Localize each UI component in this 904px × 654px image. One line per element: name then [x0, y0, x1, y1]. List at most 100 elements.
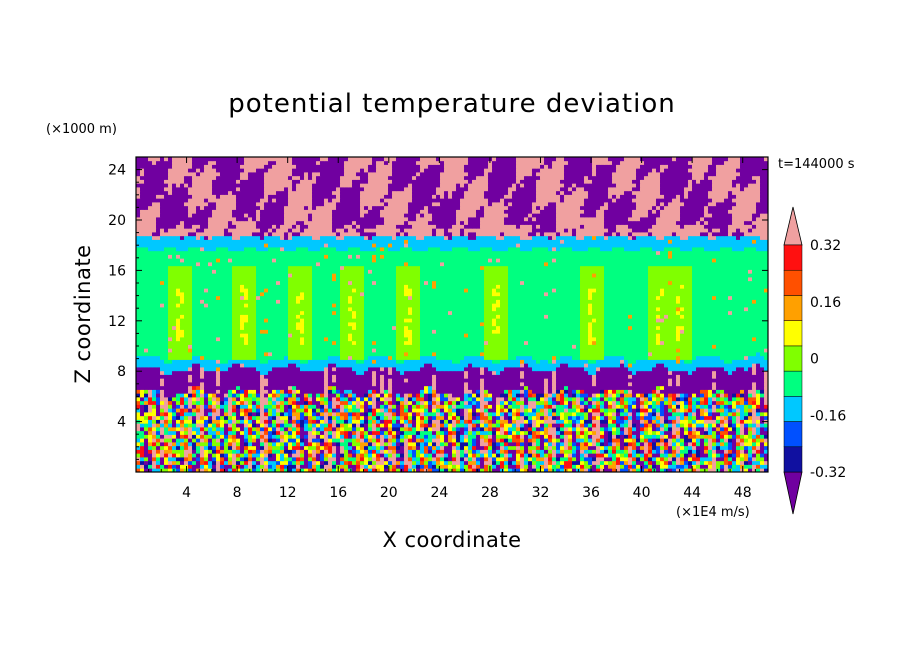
heatmap-cell	[264, 382, 269, 387]
heatmap-cell	[200, 367, 205, 372]
heatmap-cell	[508, 415, 513, 420]
heatmap-cell	[584, 445, 589, 450]
heatmap-cell	[276, 359, 281, 364]
heatmap-cell	[548, 434, 553, 439]
heatmap-cell	[468, 423, 473, 428]
heatmap-cell	[500, 404, 505, 409]
heatmap-cell	[348, 460, 353, 465]
heatmap-cell	[512, 374, 517, 379]
heatmap-cell	[368, 442, 373, 447]
heatmap-cell	[208, 430, 213, 435]
heatmap-cell	[320, 352, 325, 357]
heatmap-cell	[288, 352, 293, 357]
heatmap-cell	[372, 434, 377, 439]
heatmap-cell	[648, 367, 653, 372]
heatmap-cell	[368, 363, 373, 368]
heatmap-cell	[544, 359, 549, 364]
heatmap-cell	[528, 378, 533, 383]
heatmap-cell	[164, 374, 169, 379]
heatmap-cell	[208, 393, 213, 398]
heatmap-cell	[248, 382, 253, 387]
heatmap-cell	[424, 449, 429, 454]
heatmap-cell	[728, 355, 733, 360]
heatmap-cell	[612, 367, 617, 372]
heatmap-cell	[564, 442, 569, 447]
heatmap-cell	[524, 468, 529, 473]
heatmap-cell	[612, 400, 617, 405]
heatmap-cell	[600, 423, 605, 428]
heatmap-cell	[204, 423, 209, 428]
heatmap-cell	[720, 468, 725, 473]
heatmap-cell	[588, 404, 593, 409]
heatmap-cell	[136, 453, 141, 458]
heatmap-cell	[204, 412, 209, 417]
heatmap-cell	[484, 404, 489, 409]
heatmap-cell	[568, 419, 573, 424]
heatmap-cell	[548, 430, 553, 435]
heatmap-cell	[540, 385, 545, 390]
heatmap-cell	[548, 355, 553, 360]
heatmap-cell	[672, 442, 677, 447]
heatmap-cell	[632, 468, 637, 473]
heatmap-cell	[652, 389, 657, 394]
heatmap-cell	[468, 457, 473, 462]
heatmap-cell	[280, 363, 285, 368]
heatmap-cell	[300, 408, 305, 413]
heatmap-cell	[720, 359, 725, 364]
heatmap-cell	[456, 468, 461, 473]
heatmap-cell	[364, 378, 369, 383]
heatmap-cell	[508, 397, 513, 402]
heatmap-cell	[256, 445, 261, 450]
heatmap-cell	[760, 445, 765, 450]
heatmap-cell	[300, 393, 305, 398]
heatmap-cell	[668, 453, 673, 458]
heatmap-cell	[348, 415, 353, 420]
heatmap-cell	[144, 460, 149, 465]
heatmap-cell	[756, 445, 761, 450]
heatmap-cell	[692, 427, 697, 432]
heatmap-cell	[264, 430, 269, 435]
heatmap-cell	[660, 438, 665, 443]
heatmap-cell	[228, 400, 233, 405]
heatmap-cell	[468, 449, 473, 454]
heatmap-cell	[512, 363, 517, 368]
heatmap-cell	[664, 382, 669, 387]
heatmap-cell	[248, 434, 253, 439]
heatmap-cell	[668, 389, 673, 394]
heatmap-cell	[280, 438, 285, 443]
heatmap-cell	[344, 464, 349, 469]
heatmap-cell	[168, 385, 173, 390]
heatmap-cell	[272, 355, 277, 360]
heatmap-cell	[588, 389, 593, 394]
heatmap-cell	[220, 415, 225, 420]
heatmap-cell	[480, 374, 485, 379]
heatmap-cell	[156, 367, 161, 372]
heatmap-cell	[308, 352, 313, 357]
heatmap-cell	[444, 400, 449, 405]
heatmap-cell	[496, 442, 501, 447]
heatmap-cell	[344, 412, 349, 417]
heatmap-cell	[140, 359, 145, 364]
heatmap-cell	[544, 445, 549, 450]
heatmap-cell	[308, 393, 313, 398]
heatmap-cell	[564, 408, 569, 413]
heatmap-cell	[628, 427, 633, 432]
heatmap-cell	[344, 434, 349, 439]
heatmap-cell	[760, 468, 765, 473]
heatmap-cell	[736, 355, 741, 360]
heatmap-cell	[724, 389, 729, 394]
heatmap-cell	[560, 382, 565, 387]
heatmap-cell	[548, 397, 553, 402]
heatmap-cell	[500, 370, 505, 375]
heatmap-cell	[280, 419, 285, 424]
heatmap-cell	[748, 449, 753, 454]
heatmap-cell	[740, 423, 745, 428]
heatmap-cell	[532, 430, 537, 435]
heatmap-cell	[408, 397, 413, 402]
heatmap-cell	[148, 419, 153, 424]
heatmap-cell	[552, 430, 557, 435]
heatmap-cell	[172, 374, 177, 379]
heatmap-cell	[168, 370, 173, 375]
heatmap-cell	[660, 370, 665, 375]
heatmap-cell	[748, 460, 753, 465]
